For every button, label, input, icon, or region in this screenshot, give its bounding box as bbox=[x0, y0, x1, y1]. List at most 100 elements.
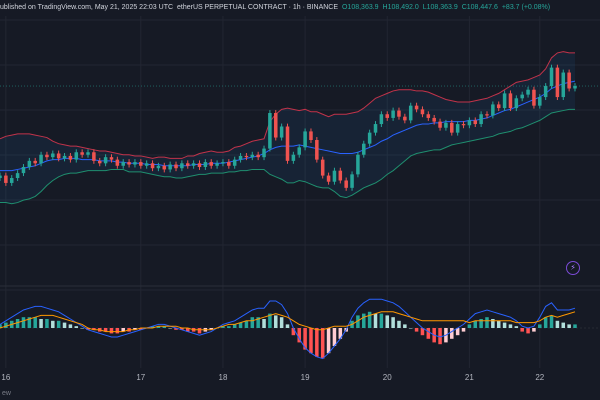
x-tick-label: 16 bbox=[1, 373, 10, 382]
macd-histogram-bar bbox=[291, 328, 296, 336]
macd-histogram-bar bbox=[15, 319, 20, 328]
candle-body bbox=[420, 109, 425, 115]
macd-histogram-bar bbox=[320, 328, 325, 359]
macd-histogram-bar bbox=[303, 328, 307, 350]
candle-body bbox=[549, 67, 554, 87]
low-value: L108,363.9 bbox=[422, 4, 458, 11]
candle-body bbox=[109, 157, 114, 160]
candle-body bbox=[185, 163, 190, 166]
candle-body bbox=[232, 159, 237, 166]
macd-histogram-bar bbox=[285, 324, 290, 328]
macd-histogram-bar bbox=[573, 324, 577, 328]
candle-body bbox=[197, 163, 202, 167]
candle-body bbox=[139, 162, 143, 166]
candle-body bbox=[485, 114, 489, 116]
candle-body bbox=[432, 117, 436, 122]
candle-body bbox=[250, 154, 255, 158]
macd-histogram-bar bbox=[209, 328, 213, 330]
candle-body bbox=[168, 164, 172, 170]
candle-body bbox=[144, 163, 149, 166]
candle-body bbox=[180, 163, 184, 169]
macd-histogram-bar bbox=[121, 328, 125, 332]
macd-histogram-bar bbox=[502, 322, 507, 328]
footer-label: ew bbox=[2, 390, 11, 397]
candle-body bbox=[520, 94, 524, 99]
macd-histogram-bar bbox=[508, 324, 513, 328]
macd-histogram-bar bbox=[297, 328, 301, 343]
candle-body bbox=[62, 155, 67, 159]
macd-histogram-bar bbox=[115, 328, 120, 334]
macd-histogram-bar bbox=[244, 320, 249, 328]
candle-body bbox=[268, 113, 272, 149]
candle-body bbox=[450, 122, 454, 133]
macd-histogram-bar bbox=[332, 328, 337, 346]
macd-histogram-bar bbox=[479, 319, 483, 328]
macd-histogram-bar bbox=[51, 320, 55, 328]
candle-body bbox=[156, 165, 161, 169]
macd-histogram-bar bbox=[538, 324, 542, 328]
candle-body bbox=[391, 110, 395, 118]
candle-body bbox=[514, 98, 519, 109]
candle-body bbox=[86, 152, 90, 155]
macd-histogram-bar bbox=[414, 328, 419, 332]
macd-histogram-bar bbox=[262, 319, 266, 328]
candle-body bbox=[362, 143, 366, 155]
candle-body bbox=[150, 163, 155, 169]
macd-histogram-bar bbox=[221, 326, 225, 328]
high-value: H108,492.0 bbox=[382, 4, 419, 11]
lightning-alert-icon[interactable]: ⚡ bbox=[566, 261, 580, 275]
candle-body bbox=[274, 113, 278, 138]
macd-histogram-bar bbox=[496, 320, 501, 328]
candle-body bbox=[80, 152, 84, 155]
candle-body bbox=[367, 132, 372, 144]
candle-body bbox=[262, 148, 266, 158]
candle-body bbox=[215, 163, 219, 166]
candle-body bbox=[45, 154, 49, 158]
candle-body bbox=[467, 120, 472, 126]
macd-histogram-bar bbox=[567, 324, 571, 328]
candle-body bbox=[27, 160, 32, 167]
macd-histogram-bar bbox=[420, 328, 425, 336]
candle-body bbox=[68, 155, 73, 160]
candle-body bbox=[426, 114, 431, 118]
candle-body bbox=[256, 154, 260, 158]
macd-histogram-bar bbox=[45, 319, 49, 328]
candle-body bbox=[397, 110, 401, 117]
macd-histogram-bar bbox=[473, 320, 478, 328]
candle-body bbox=[297, 147, 301, 155]
macd-histogram-bar bbox=[21, 317, 26, 328]
candle-body bbox=[438, 121, 442, 128]
open-value: O108,363.9 bbox=[341, 4, 379, 11]
macd-histogram-bar bbox=[315, 328, 319, 357]
macd-histogram-bar bbox=[549, 315, 554, 328]
bollinger-upper-line bbox=[0, 51, 575, 159]
candle-body bbox=[238, 155, 243, 160]
macd-histogram-bar bbox=[92, 328, 96, 330]
candle-body bbox=[97, 160, 102, 164]
macd-histogram-bar bbox=[150, 326, 155, 328]
macd-histogram-bar bbox=[455, 328, 460, 336]
macd-histogram-bar bbox=[74, 326, 79, 328]
candle-body bbox=[303, 131, 307, 148]
candle-body bbox=[532, 89, 536, 106]
macd-histogram-bar bbox=[56, 320, 61, 328]
candle-body bbox=[508, 93, 513, 109]
macd-histogram-bar bbox=[485, 317, 489, 328]
candle-body bbox=[56, 153, 61, 159]
candle-body bbox=[103, 157, 108, 164]
candle-body bbox=[174, 164, 178, 169]
candle-body bbox=[4, 175, 8, 183]
x-tick-label: 21 bbox=[465, 373, 474, 382]
macd-histogram-bar bbox=[156, 326, 161, 328]
macd-histogram-bar bbox=[268, 313, 272, 328]
macd-histogram-bar bbox=[109, 328, 114, 334]
macd-histogram-bar bbox=[561, 322, 566, 328]
candle-body bbox=[244, 155, 249, 158]
candle-body bbox=[21, 166, 26, 174]
macd-histogram-bar bbox=[309, 328, 313, 354]
macd-histogram-bar bbox=[274, 315, 278, 328]
macd-histogram-bar bbox=[326, 328, 331, 354]
candle-body bbox=[127, 162, 131, 165]
